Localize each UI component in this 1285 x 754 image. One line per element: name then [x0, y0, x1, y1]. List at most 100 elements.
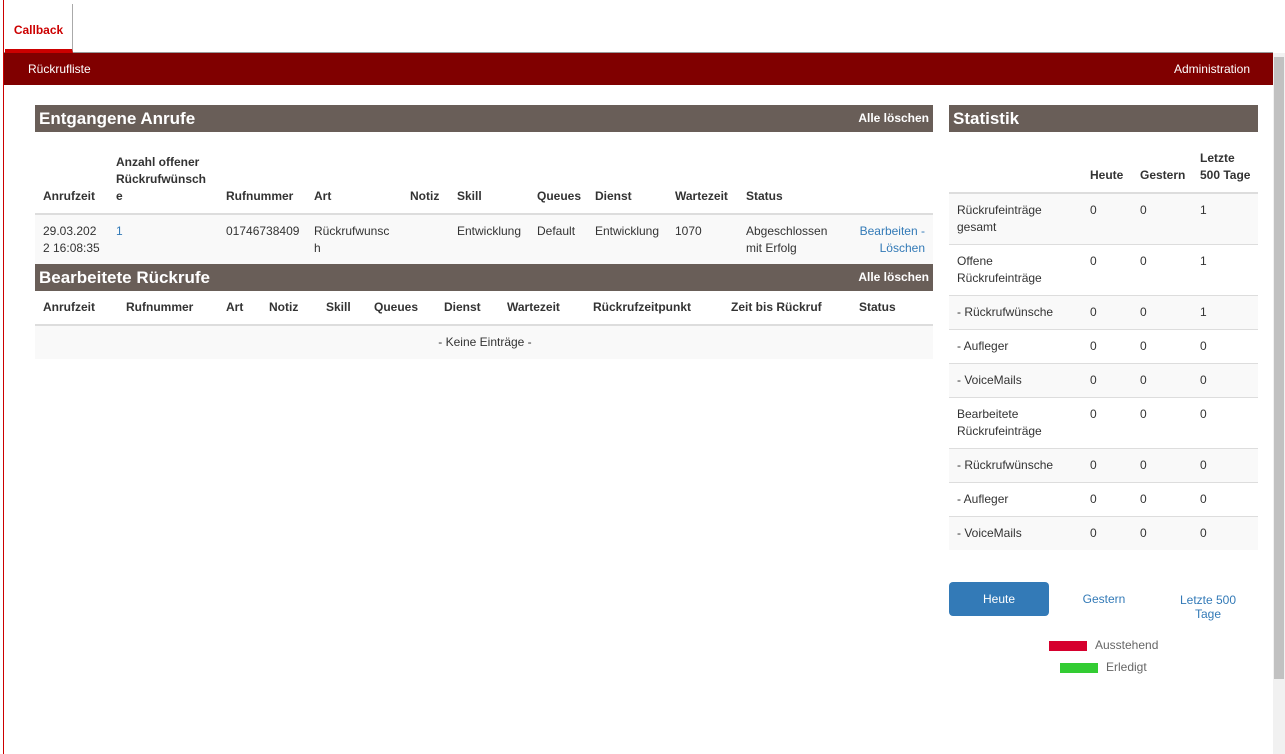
cell-wartezeit: 1070: [667, 213, 738, 265]
stats-row-label: - VoiceMails: [949, 363, 1082, 398]
yesterday-button[interactable]: Gestern: [1082, 592, 1126, 606]
stats-row: - Aufleger 0 0 0: [949, 482, 1258, 517]
stats-value: 0: [1132, 363, 1192, 398]
missed-calls-table: Anrufzeit Anzahl offener Rückrufwünsche Ru…: [35, 146, 933, 265]
column-header: Notiz: [261, 291, 318, 326]
legend-swatch: [1060, 662, 1098, 673]
stats-value: 0: [1132, 448, 1192, 483]
stats-row: - VoiceMails 0 0 0: [949, 363, 1258, 398]
stats-value: 0: [1082, 516, 1132, 550]
stats-row-label: Rückrufeinträge gesamt: [949, 192, 1082, 245]
panel-header: Entgangene Anrufe Alle löschen: [35, 105, 933, 132]
stats-value: 0: [1192, 363, 1258, 398]
panel-title: Bearbeitete Rückrufe: [39, 268, 211, 287]
stats-row-label: - Rückrufwünsche: [949, 448, 1082, 483]
cell-rufnummer: 01746738409: [218, 213, 306, 265]
column-header: Skill: [449, 146, 529, 215]
column-header: Letzte 500 Tage: [1192, 142, 1258, 194]
stats-value: 0: [1192, 397, 1258, 449]
column-header: Dienst: [436, 291, 499, 326]
column-header: Rufnummer: [218, 146, 306, 215]
stats-value: 0: [1082, 482, 1132, 517]
legend-item-erledigt: Erledigt: [1060, 660, 1147, 674]
stats-value: 0: [1082, 363, 1132, 398]
column-header: Heute: [1082, 142, 1132, 194]
stats-value: 0: [1082, 295, 1132, 330]
column-header: Zeit bis Rückruf: [723, 291, 851, 326]
column-header: Queues: [529, 146, 587, 215]
column-header: Art: [218, 291, 261, 326]
stats-value: 0: [1132, 244, 1192, 296]
last-500-days-button[interactable]: Letzte 500 Tage: [1179, 593, 1237, 621]
nav-administration[interactable]: Administration: [1173, 62, 1250, 76]
stats-row: Rückrufeinträge gesamt 0 0 1: [949, 192, 1258, 245]
stats-value: 0: [1082, 192, 1132, 245]
legend-item-ausstehend: Ausstehend: [1049, 638, 1158, 652]
processed-callbacks-panel: Bearbeitete Rückrufe Alle löschen Anrufze…: [35, 264, 933, 359]
stats-row: - Rückrufwünsche 0 0 0: [949, 448, 1258, 483]
column-header: Dienst: [587, 146, 667, 215]
statistics-table: Heute Gestern Letzte 500 Tage Rückrufeintr…: [949, 142, 1258, 550]
stats-value: 0: [1192, 329, 1258, 364]
empty-message: - Keine Einträge -: [35, 324, 933, 359]
panel-title: Entgangene Anrufe: [39, 109, 196, 128]
delete-link[interactable]: Löschen: [879, 241, 925, 255]
column-header: Wartezeit: [499, 291, 585, 326]
column-header-actions: [835, 146, 933, 215]
column-header: Wartezeit: [667, 146, 738, 215]
navbar: Rückrufliste Administration: [4, 53, 1273, 85]
stats-row: Bearbeitete Rückrufeinträge 0 0 0: [949, 397, 1258, 449]
stats-value: 1: [1192, 244, 1258, 296]
delete-all-missed-button[interactable]: Alle löschen: [858, 111, 929, 125]
cell-skill: Entwicklung: [449, 213, 529, 265]
legend-swatch: [1049, 640, 1087, 651]
tab-callback[interactable]: Callback: [5, 4, 73, 53]
today-button[interactable]: Heute: [949, 582, 1049, 616]
scrollbar-thumb[interactable]: [1274, 57, 1284, 679]
legend-label: Ausstehend: [1095, 638, 1159, 652]
legend-label: Erledigt: [1106, 660, 1147, 674]
stats-value: 0: [1192, 448, 1258, 483]
stats-value: 0: [1192, 482, 1258, 517]
stats-value: 0: [1132, 482, 1192, 517]
separator: -: [917, 224, 925, 238]
missed-calls-panel: Entgangene Anrufe Alle löschen Anrufzeit A…: [35, 105, 933, 265]
column-header: Rückrufzeitpunkt: [585, 291, 723, 326]
column-header: Skill: [318, 291, 366, 326]
column-header: Anzahl offener Rückrufwünsche: [108, 146, 218, 215]
stats-value: 1: [1192, 192, 1258, 245]
nav-rueckrufliste[interactable]: Rückrufliste: [28, 62, 91, 76]
scrollbar[interactable]: [1273, 53, 1285, 754]
column-header: [949, 142, 1082, 194]
column-header: Queues: [366, 291, 436, 326]
panel-title: Statistik: [953, 109, 1020, 128]
statistics-panel: Statistik Heute Gestern Letzte 500 Tage Rü…: [949, 105, 1258, 550]
column-header: Notiz: [402, 146, 449, 215]
column-header: Art: [306, 146, 402, 215]
column-header: Rufnummer: [118, 291, 218, 326]
edit-link[interactable]: Bearbeiten: [859, 224, 918, 238]
stats-value: 0: [1082, 329, 1132, 364]
cell-anrufzeit: 29.03.2022 16:08:35: [35, 213, 108, 265]
stats-row-label: - Aufleger: [949, 482, 1082, 517]
stats-row: - Rückrufwünsche 0 0 1: [949, 295, 1258, 330]
stats-value: 1: [1192, 295, 1258, 330]
stats-row: Offene Rückrufeinträge 0 0 1: [949, 244, 1258, 296]
stats-row-label: Offene Rückrufeinträge: [949, 244, 1082, 296]
stats-row-label: - VoiceMails: [949, 516, 1082, 550]
cell-actions: Bearbeiten - Löschen: [835, 213, 933, 265]
stats-value: 0: [1132, 397, 1192, 449]
cell-dienst: Entwicklung: [587, 213, 667, 265]
processed-callbacks-table: Anrufzeit Rufnummer Art Notiz Skill Queues Die…: [35, 291, 933, 359]
cell-art: Rückrufwunsch: [306, 213, 402, 265]
panel-header: Bearbeitete Rückrufe Alle löschen: [35, 264, 933, 291]
stats-value: 0: [1082, 244, 1132, 296]
tab-bar: Callback: [4, 0, 1273, 53]
stats-row: - VoiceMails 0 0 0: [949, 516, 1258, 550]
stats-value: 0: [1132, 295, 1192, 330]
delete-all-processed-button[interactable]: Alle löschen: [858, 270, 929, 284]
column-header: Status: [738, 146, 835, 215]
stats-value: 0: [1132, 516, 1192, 550]
stats-value: 0: [1082, 397, 1132, 449]
stats-row-label: - Rückrufwünsche: [949, 295, 1082, 330]
